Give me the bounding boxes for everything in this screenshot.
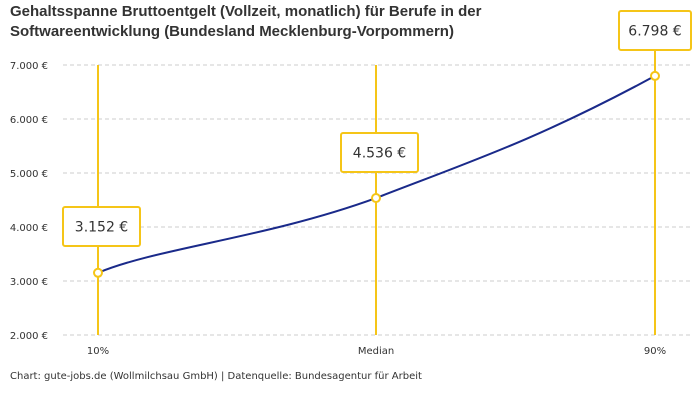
y-tick-label: 2.000 € [10, 331, 48, 342]
x-tick-label: Median [358, 346, 394, 357]
data-label: 3.152 € [75, 220, 128, 236]
chart-title: Gehaltsspanne Bruttoentgelt (Vollzeit, m… [10, 3, 482, 40]
y-tick-label: 6.000 € [10, 115, 48, 126]
data-label: 6.798 € [628, 24, 681, 40]
data-point [93, 267, 103, 278]
x-tick-label: 10% [87, 346, 109, 357]
x-tick-label: 90% [644, 346, 666, 357]
data-label: 4.536 € [353, 146, 406, 162]
data-point [371, 193, 381, 204]
y-tick-label: 7.000 € [10, 61, 48, 72]
y-tick-label: 4.000 € [10, 223, 48, 234]
chart-credit: Chart: gute-jobs.de (Wollmilchsau GmbH) … [10, 371, 422, 382]
y-tick-label: 5.000 € [10, 169, 48, 180]
data-label-box [62, 206, 141, 247]
data-point [650, 70, 660, 81]
data-label-box [618, 10, 692, 51]
data-label-box [340, 132, 419, 173]
y-tick-label: 3.000 € [10, 277, 48, 288]
